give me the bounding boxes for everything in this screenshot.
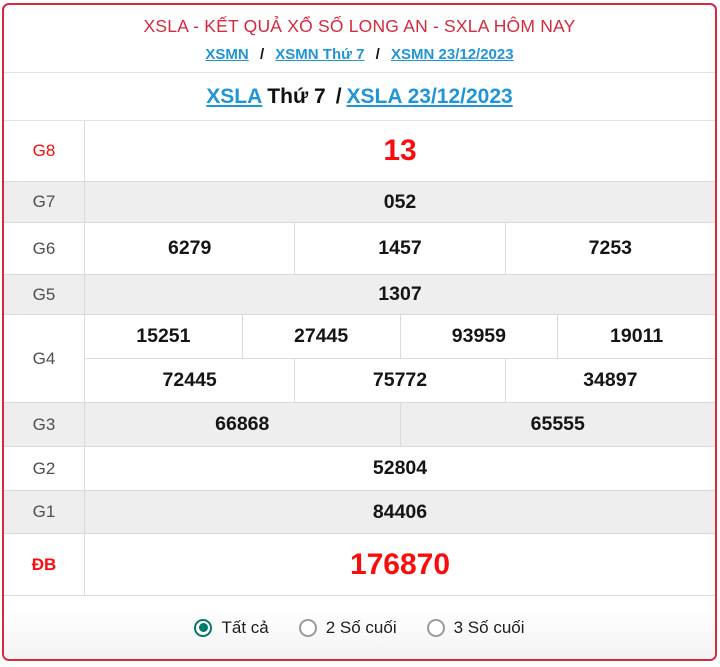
table-row-g2: G2 52804: [4, 447, 715, 491]
radio-icon: [426, 618, 445, 637]
prize-label: G2: [4, 447, 85, 490]
table-row-g8: G8 13: [4, 121, 715, 182]
table-row-g1: G1 84406: [4, 491, 715, 534]
prize-label: G1: [4, 491, 85, 533]
table-row-g7: G7 052: [4, 182, 715, 223]
radio-icon: [298, 618, 317, 637]
prize-number: 84406: [372, 500, 428, 523]
prize-number: 6279: [85, 223, 296, 274]
prize-label: G3: [4, 403, 85, 446]
breadcrumb-link-xsmn-thu7[interactable]: XSMN Thứ 7: [275, 46, 365, 63]
prize-number: 176870: [349, 547, 451, 581]
table-row-g6: G6 6279 1457 7253: [4, 223, 715, 275]
breadcrumb-link-xsmn-date[interactable]: XSMN 23/12/2023: [391, 46, 514, 63]
prize-number: 052: [383, 190, 417, 213]
filter-option-label: 3 Số cuối: [453, 617, 525, 637]
subheader-separator: /: [335, 84, 342, 108]
prize-number: 72445: [85, 359, 296, 402]
subheader-day: Thứ 7: [267, 84, 326, 108]
filter-option-label: Tất cả: [221, 617, 269, 637]
breadcrumb-separator: /: [259, 46, 265, 63]
prize-number: 27445: [243, 315, 401, 358]
filter-option-3-digits[interactable]: 3 Số cuối: [426, 617, 525, 638]
subheader: XSLA Thứ 7 / XSLA 23/12/2023: [4, 73, 715, 121]
filter-bar: Tất cả 2 Số cuối 3 Số cuối: [4, 596, 715, 659]
breadcrumb-link-xsmn[interactable]: XSMN: [205, 46, 249, 63]
prize-label: G8: [4, 121, 85, 181]
prize-label: ĐB: [4, 534, 85, 595]
table-row-g3: G3 66868 65555: [4, 403, 715, 447]
prize-number: 13: [383, 134, 417, 167]
prize-number: 65555: [530, 413, 585, 435]
table-row-g5: G5 1307: [4, 275, 715, 315]
prize-number: 1307: [378, 283, 422, 305]
prize-label: G4: [4, 315, 85, 402]
page-title: XSLA - KẾT QUẢ XỔ SỐ LONG AN - SXLA HÔM …: [143, 16, 576, 36]
filter-option-all[interactable]: Tất cả: [194, 617, 269, 638]
table-row-db: ĐB 176870: [4, 534, 715, 596]
prize-number: 15251: [85, 315, 243, 358]
header: XSLA - KẾT QUẢ XỔ SỐ LONG AN - SXLA HÔM …: [4, 5, 715, 73]
results-table: G8 13 G7 052 G6 6279 1457 7253 G5 1307: [4, 121, 715, 596]
breadcrumb: XSMN / XSMN Thứ 7 / XSMN 23/12/2023: [4, 46, 715, 63]
prize-number: 93959: [401, 315, 559, 358]
lottery-results-card: XSLA - KẾT QUẢ XỔ SỐ LONG AN - SXLA HÔM …: [2, 3, 717, 661]
xsla-date-link[interactable]: XSLA 23/12/2023: [346, 84, 513, 108]
prize-label: G6: [4, 223, 85, 274]
filter-option-label: 2 Số cuối: [325, 617, 397, 637]
prize-number: 75772: [295, 359, 506, 402]
xsla-link[interactable]: XSLA: [206, 84, 263, 108]
breadcrumb-separator: /: [375, 46, 380, 63]
prize-number: 7253: [588, 237, 633, 259]
radio-icon: [194, 618, 213, 637]
prize-number: 52804: [372, 457, 428, 479]
prize-number: 66868: [85, 403, 401, 446]
table-row-g4: G4 15251 27445 93959 19011 72445 75772 3…: [4, 315, 715, 403]
prize-label: G5: [4, 275, 85, 314]
filter-option-2-digits[interactable]: 2 Số cuối: [298, 617, 397, 638]
prize-number: 1457: [295, 223, 506, 274]
prize-label: G7: [4, 182, 85, 222]
prize-number: 19011: [610, 325, 664, 347]
prize-number: 34897: [583, 369, 638, 391]
